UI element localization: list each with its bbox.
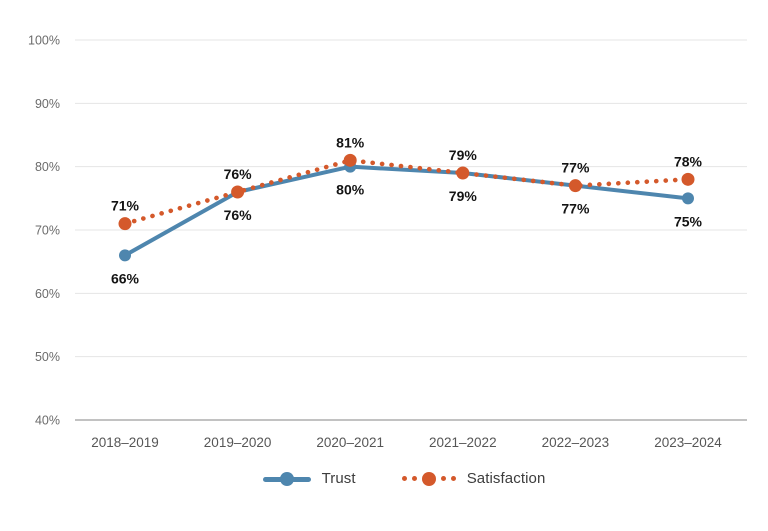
- y-tick-label: 100%: [28, 34, 60, 48]
- legend: Trust Satisfaction: [20, 470, 768, 487]
- trust-line-swatch: [262, 471, 311, 486]
- satisfaction-marker: [343, 153, 357, 167]
- x-tick-label: 2020–2021: [316, 435, 384, 450]
- trust-data-label: 66%: [111, 270, 140, 286]
- satisfaction-data-label: 71%: [111, 198, 140, 214]
- satisfaction-marker: [568, 179, 582, 193]
- trust-data-label: 76%: [224, 207, 253, 223]
- legend-label-trust: Trust: [321, 470, 356, 487]
- legend-item-satisfaction[interactable]: Satisfaction: [401, 470, 546, 487]
- satisfaction-marker: [681, 172, 695, 186]
- satisfaction-dotted-swatch: [401, 471, 456, 486]
- trust-data-label: 77%: [561, 201, 590, 217]
- satisfaction-data-label: 81%: [336, 134, 365, 150]
- trust-swatch-marker-icon: [279, 471, 294, 486]
- x-tick-label: 2018–2019: [91, 435, 159, 450]
- legend-label-satisfaction: Satisfaction: [466, 470, 546, 487]
- trust-data-label: 75%: [674, 213, 703, 229]
- trust-line: [123, 164, 690, 258]
- dot-icon: [440, 476, 446, 481]
- y-tick-label: 90%: [35, 97, 60, 111]
- plot-area: 40% 50% 60% 70% 80% 90% 100% 2018–2019 2019–2020…: [28, 34, 747, 450]
- satisfaction-marker: [118, 217, 132, 231]
- satisfaction-marker: [231, 185, 245, 199]
- trust-data-label: 80%: [336, 182, 365, 198]
- trust-marker: [119, 249, 131, 262]
- y-tick-label: 80%: [35, 160, 60, 174]
- x-tick-label: 2021–2022: [429, 435, 497, 450]
- y-tick-label: 50%: [35, 350, 60, 364]
- satisfaction-data-label: 78%: [674, 153, 703, 169]
- satisfaction-data-label: 79%: [449, 147, 478, 163]
- x-tick-label: 2019–2020: [204, 435, 272, 450]
- y-tick-label: 70%: [35, 224, 60, 238]
- legend-item-trust[interactable]: Trust: [262, 470, 356, 487]
- y-tick-label: 40%: [35, 414, 60, 428]
- x-tick-label: 2023–2024: [654, 435, 722, 450]
- satisfaction-marker: [456, 166, 470, 180]
- dot-icon: [411, 476, 417, 481]
- y-tick-label: 60%: [35, 287, 60, 301]
- x-tick-label: 2022–2023: [542, 435, 610, 450]
- trust-data-label: 79%: [449, 188, 478, 204]
- trust-marker: [682, 192, 694, 205]
- satisfaction-swatch-marker-icon: [421, 471, 436, 486]
- satisfaction-data-label: 77%: [561, 160, 590, 176]
- dot-icon: [450, 476, 456, 481]
- dot-icon: [401, 476, 407, 481]
- satisfaction-data-label: 76%: [224, 166, 253, 182]
